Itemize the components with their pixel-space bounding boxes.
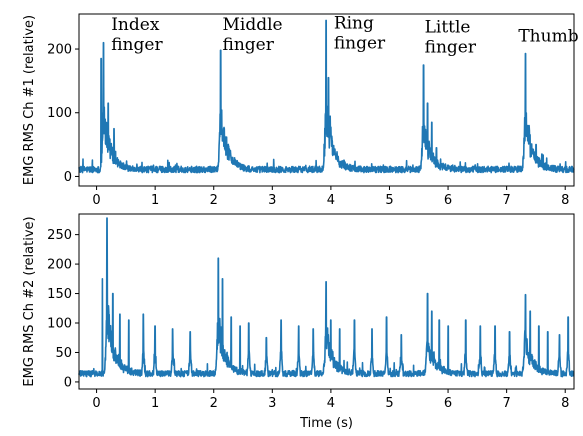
y-tick-label: 50 [55, 346, 72, 361]
finger-label: Ring finger [334, 14, 386, 54]
axes-frame-ch2 [78, 213, 575, 390]
y-tick-label: 0 [64, 170, 72, 185]
x-tick-label: 5 [385, 396, 393, 411]
finger-label: Index finger [111, 15, 163, 55]
finger-label-line: Middle [223, 15, 283, 35]
finger-label-line: finger [334, 34, 386, 54]
finger-label-line: Thumb [518, 26, 578, 46]
y-tick-label: 100 [47, 317, 72, 332]
x-tick-label: 4 [327, 396, 335, 411]
x-tick-label: 1 [151, 396, 159, 411]
x-tick-label: 4 [327, 193, 335, 208]
x-tick-label: 2 [210, 396, 218, 411]
y-axis-ticks-ch2: 0 50 100 150 200 250 [47, 228, 79, 390]
y-tick-label: 150 [47, 287, 72, 302]
finger-label-line: Little [425, 17, 471, 37]
finger-label-line: finger [223, 35, 275, 55]
finger-label: Little finger [425, 17, 477, 57]
axes-frame-ch1 [78, 13, 575, 187]
x-axis-ticks-ch1: 0 1 2 3 4 5 6 7 8 [92, 186, 569, 208]
x-tick-label: 0 [92, 396, 100, 411]
x-tick-label: 3 [268, 396, 276, 411]
emg-ch2-trace [78, 217, 575, 378]
y-axis-label-ch1: EMG RMS Ch #1 (relative) [22, 15, 37, 185]
x-tick-label: 3 [268, 193, 276, 208]
x-tick-label: 6 [444, 193, 452, 208]
y-tick-label: 100 [47, 106, 72, 121]
x-axis-label: Time (s) [299, 416, 353, 431]
finger-label-line: Ring [334, 14, 374, 34]
finger-label: Middle finger [223, 15, 283, 55]
x-tick-label: 6 [444, 396, 452, 411]
y-tick-label: 250 [47, 228, 72, 243]
y-tick-label: 200 [47, 43, 72, 58]
x-tick-label: 8 [561, 193, 569, 208]
x-tick-label: 8 [561, 396, 569, 411]
y-tick-label: 200 [47, 258, 72, 273]
x-tick-label: 2 [210, 193, 218, 208]
x-axis-ticks-ch2: 0 1 2 3 4 5 6 7 8 [92, 389, 569, 411]
finger-label-line: Index [111, 15, 160, 35]
y-axis-ticks-ch1: 0 100 200 [47, 43, 79, 185]
y-tick-label: 0 [64, 375, 72, 390]
chart-panel-ch2: 0 1 2 3 4 5 6 7 8 0 50 100 150 200 250 EMG RMS Ch #2 … [22, 213, 575, 431]
finger-label-line: finger [111, 35, 163, 55]
x-tick-label: 7 [502, 193, 510, 208]
x-tick-label: 7 [502, 396, 510, 411]
emg-ch1-trace [78, 19, 575, 174]
x-tick-label: 1 [151, 193, 159, 208]
y-axis-label-ch2: EMG RMS Ch #2 (relative) [22, 216, 37, 386]
finger-label-line: finger [425, 37, 477, 57]
x-tick-label: 0 [92, 193, 100, 208]
finger-label: Thumb [518, 26, 578, 46]
x-tick-label: 5 [385, 193, 393, 208]
